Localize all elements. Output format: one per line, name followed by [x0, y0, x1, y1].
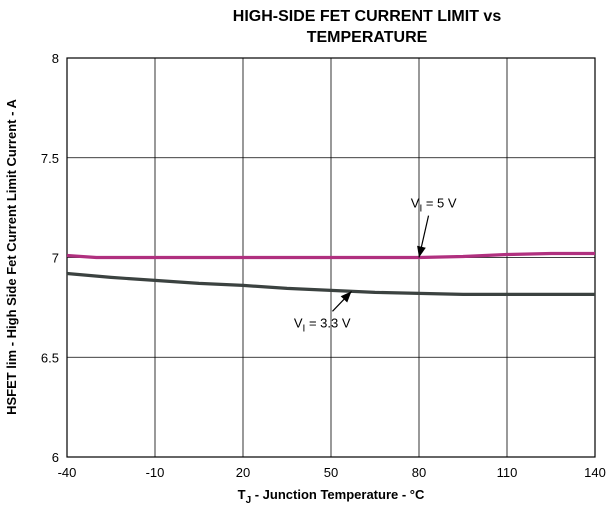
y-tick-label: 7.5	[41, 151, 59, 166]
y-tick-label: 7	[52, 251, 59, 266]
x-axis-label: TJ - Junction Temperature - °C	[238, 487, 425, 506]
y-tick-label: 6	[52, 450, 59, 465]
y-tick-label: 6.5	[41, 350, 59, 365]
series-layer	[66, 251, 595, 296]
annotation-layer: VI = 5 V VI = 3.3 V	[294, 196, 457, 335]
x-tick-label: 50	[324, 465, 338, 480]
x-axis-label-subscript: J	[246, 495, 252, 506]
y-axis-label: HSFET lim - High Side Fet Current Limit …	[4, 98, 19, 414]
chart-title-line1: HIGH-SIDE FET CURRENT LIMIT vs	[233, 8, 502, 25]
chart-title-line2: TEMPERATURE	[307, 29, 428, 46]
y-tick-label: 8	[52, 51, 59, 66]
x-tick-label: 140	[584, 465, 606, 480]
x-tick-label: 110	[497, 465, 518, 480]
plot-frame	[66, 57, 596, 458]
series-label-2: VI = 3.3 V	[294, 315, 351, 334]
series-label-1: VI = 5 V	[411, 196, 457, 215]
x-tick-label: 80	[412, 465, 426, 480]
series-line-2	[66, 271, 595, 296]
y-tick-labels: 6 6.5 7 7.5 8	[41, 51, 59, 465]
x-tick-label: 20	[236, 465, 250, 480]
x-tick-label: -10	[146, 465, 165, 480]
x-tick-label: -40	[58, 465, 77, 480]
annotation-arrowhead	[417, 245, 426, 258]
x-tick-labels: -40 -10 20 50 80 110 140	[58, 465, 606, 480]
series-line-1	[66, 251, 595, 260]
annotation-arrowhead	[340, 291, 352, 303]
